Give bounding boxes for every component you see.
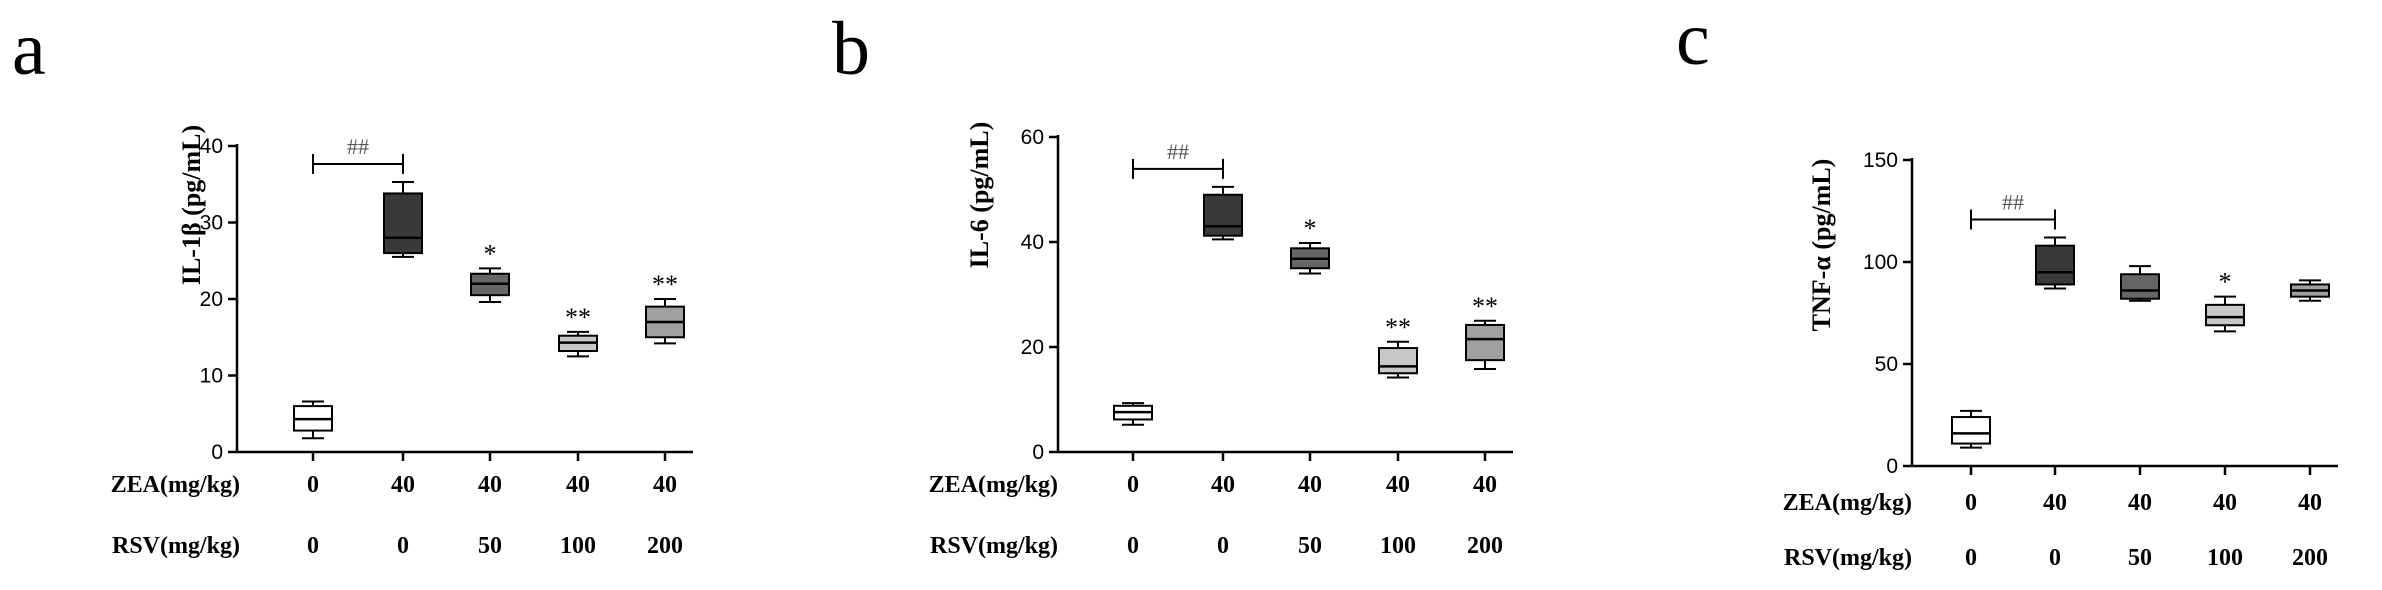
rsv-dose-label: 0: [307, 533, 319, 559]
box-iqr: [2120, 273, 2160, 300]
panel-a: a IL-1β (pg/mL) ZEA(mg/kg) RSV(mg/kg) 0 1…: [12, 7, 693, 559]
significance-label: *: [484, 239, 497, 268]
y-tick-label: 100: [1863, 251, 1898, 274]
rsv-dose-label: 100: [1380, 533, 1416, 559]
rsv-row-label-b: RSV(mg/kg): [930, 533, 1058, 559]
bracket-label: ##: [2002, 190, 2024, 215]
panel-b: b IL-6 (pg/mL) ZEA(mg/kg) RSV(mg/kg) 0 20…: [832, 7, 1513, 559]
rsv-row-label-c: RSV(mg/kg): [1784, 545, 1912, 571]
panel-letter-c: c: [1676, 0, 1710, 81]
significance-label: *: [1304, 214, 1317, 243]
box-iqr: [1203, 193, 1243, 237]
box-group: **: [645, 270, 685, 345]
significance-label: **: [652, 270, 678, 299]
box-group: *: [2205, 268, 2245, 333]
zea-dose-label: 40: [653, 472, 677, 498]
zea-dose-label: 40: [2298, 490, 2322, 516]
y-tick-label: 30: [200, 212, 223, 235]
rsv-dose-label: 0: [2049, 545, 2061, 571]
y-tick-label: 0: [1032, 441, 1044, 464]
box-group: [2120, 265, 2160, 302]
zea-dose-label: 40: [1473, 472, 1497, 498]
rsv-dose-label: 0: [397, 533, 409, 559]
zea-dose-label: 0: [1127, 472, 1139, 498]
y-tick-label: 20: [1021, 336, 1044, 359]
box-group: **: [558, 303, 598, 358]
y-tick-label: 0: [211, 441, 223, 464]
bracket-label: ##: [347, 134, 369, 159]
panel-c: c TNF-α (pg/mL) ZEA(mg/kg) RSV(mg/kg) 0 5…: [1676, 0, 2338, 571]
rsv-dose-label: 200: [647, 533, 683, 559]
box-iqr: [383, 192, 423, 255]
rsv-dose-label: 0: [1217, 533, 1229, 559]
significance-label: **: [1472, 292, 1498, 321]
zea-dose-label: 40: [2213, 490, 2237, 516]
y-axis-label-b: IL-6 (pg/mL): [965, 122, 994, 269]
zea-dose-label: 40: [1211, 472, 1235, 498]
box-iqr: [1951, 416, 1991, 445]
y-axis-label-a: IL-1β (pg/mL): [177, 125, 206, 285]
box-group: [2035, 236, 2075, 290]
box-group: *: [470, 239, 510, 304]
rsv-dose-label: 200: [2292, 545, 2328, 571]
y-tick-label: 20: [200, 288, 223, 311]
rsv-row-label-a: RSV(mg/kg): [112, 533, 240, 559]
box-group: [2290, 279, 2330, 302]
rsv-dose-label: 50: [2128, 545, 2152, 571]
rsv-dose-label: 50: [478, 533, 502, 559]
zea-dose-label: 40: [391, 472, 415, 498]
zea-row-label-c: ZEA(mg/kg): [1783, 490, 1912, 516]
y-tick-label: 150: [1863, 149, 1898, 172]
box-iqr: [2205, 303, 2245, 327]
box-iqr: [2035, 244, 2075, 286]
box-group: **: [1465, 292, 1505, 371]
y-tick-label: 60: [1021, 126, 1044, 149]
y-tick-label: 50: [1875, 353, 1898, 376]
box-iqr: [1465, 323, 1505, 362]
significance-label: **: [1385, 313, 1411, 342]
rsv-dose-label: 0: [1965, 545, 1977, 571]
rsv-dose-label: 0: [1127, 533, 1139, 559]
significance-label: **: [565, 303, 591, 332]
rsv-dose-label: 200: [1467, 533, 1503, 559]
rsv-dose-label: 50: [1298, 533, 1322, 559]
rsv-dose-label: 100: [2207, 545, 2243, 571]
y-tick-label: 0: [1886, 455, 1898, 478]
box-group: [293, 400, 333, 440]
zea-dose-label: 40: [2043, 490, 2067, 516]
box-iqr: [1378, 347, 1418, 375]
box-group: [383, 180, 423, 258]
comparison-bracket: ##: [312, 134, 404, 174]
comparison-bracket: ##: [1132, 139, 1224, 179]
box-group: [1203, 185, 1243, 241]
box-group: [1113, 402, 1153, 426]
bracket-label: ##: [1167, 139, 1189, 164]
y-tick-label: 10: [200, 365, 223, 388]
y-axis-label-c: TNF-α (pg/mL): [1807, 159, 1836, 332]
panel-letter-b: b: [832, 7, 870, 91]
zea-dose-label: 40: [1298, 472, 1322, 498]
zea-dose-label: 40: [2128, 490, 2152, 516]
box-group: [1951, 409, 1991, 449]
y-tick-label: 40: [200, 135, 223, 158]
zea-dose-label: 0: [1965, 490, 1977, 516]
box-group: *: [1290, 214, 1330, 275]
zea-dose-label: 0: [307, 472, 319, 498]
significance-label: *: [2219, 268, 2232, 297]
zea-row-label-b: ZEA(mg/kg): [929, 472, 1058, 498]
comparison-bracket: ##: [1970, 190, 2056, 230]
zea-dose-label: 40: [566, 472, 590, 498]
y-tick-label: 40: [1021, 231, 1044, 254]
rsv-dose-label: 100: [560, 533, 596, 559]
zea-row-label-a: ZEA(mg/kg): [111, 472, 240, 498]
zea-dose-label: 40: [1386, 472, 1410, 498]
box-group: **: [1378, 313, 1418, 379]
zea-dose-label: 40: [478, 472, 502, 498]
panel-letter-a: a: [12, 7, 46, 91]
